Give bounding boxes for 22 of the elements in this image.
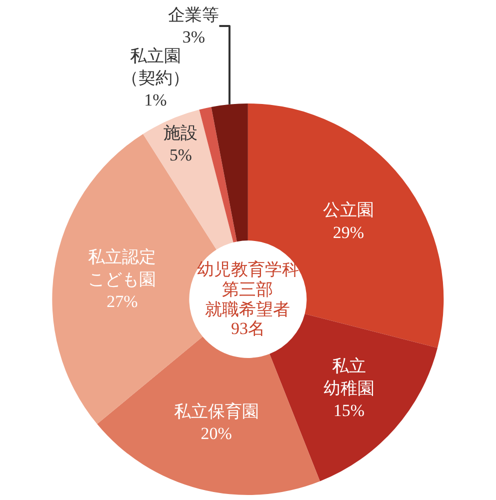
data-label: 1%	[144, 90, 167, 110]
text: 幼児教育学科	[197, 260, 299, 279]
data-label: 29%	[332, 222, 364, 242]
slice-label: 公立園	[322, 200, 374, 220]
donut-slice	[97, 336, 320, 495]
donut-slice	[143, 110, 234, 250]
data-label: 20%	[200, 424, 232, 444]
slice-label: 私立園（契約）	[121, 46, 190, 88]
text: 93名	[231, 319, 265, 338]
slice-label: 私立幼稚園	[323, 356, 374, 398]
donut-slice	[199, 106, 237, 242]
slice-label: 企業等	[168, 5, 220, 24]
data-label: 5%	[169, 145, 192, 164]
text: 就職希望者	[205, 300, 290, 319]
slice-label: 私立保育園	[174, 402, 259, 421]
data-label: 15%	[333, 400, 364, 420]
data-label: 3%	[182, 28, 206, 47]
donut-slice	[211, 104, 248, 242]
data-label: 27%	[106, 292, 138, 311]
slice-label: 私立認定こども園	[88, 248, 156, 289]
slice-label: 施設	[164, 123, 198, 142]
text: 第三部	[222, 280, 273, 299]
